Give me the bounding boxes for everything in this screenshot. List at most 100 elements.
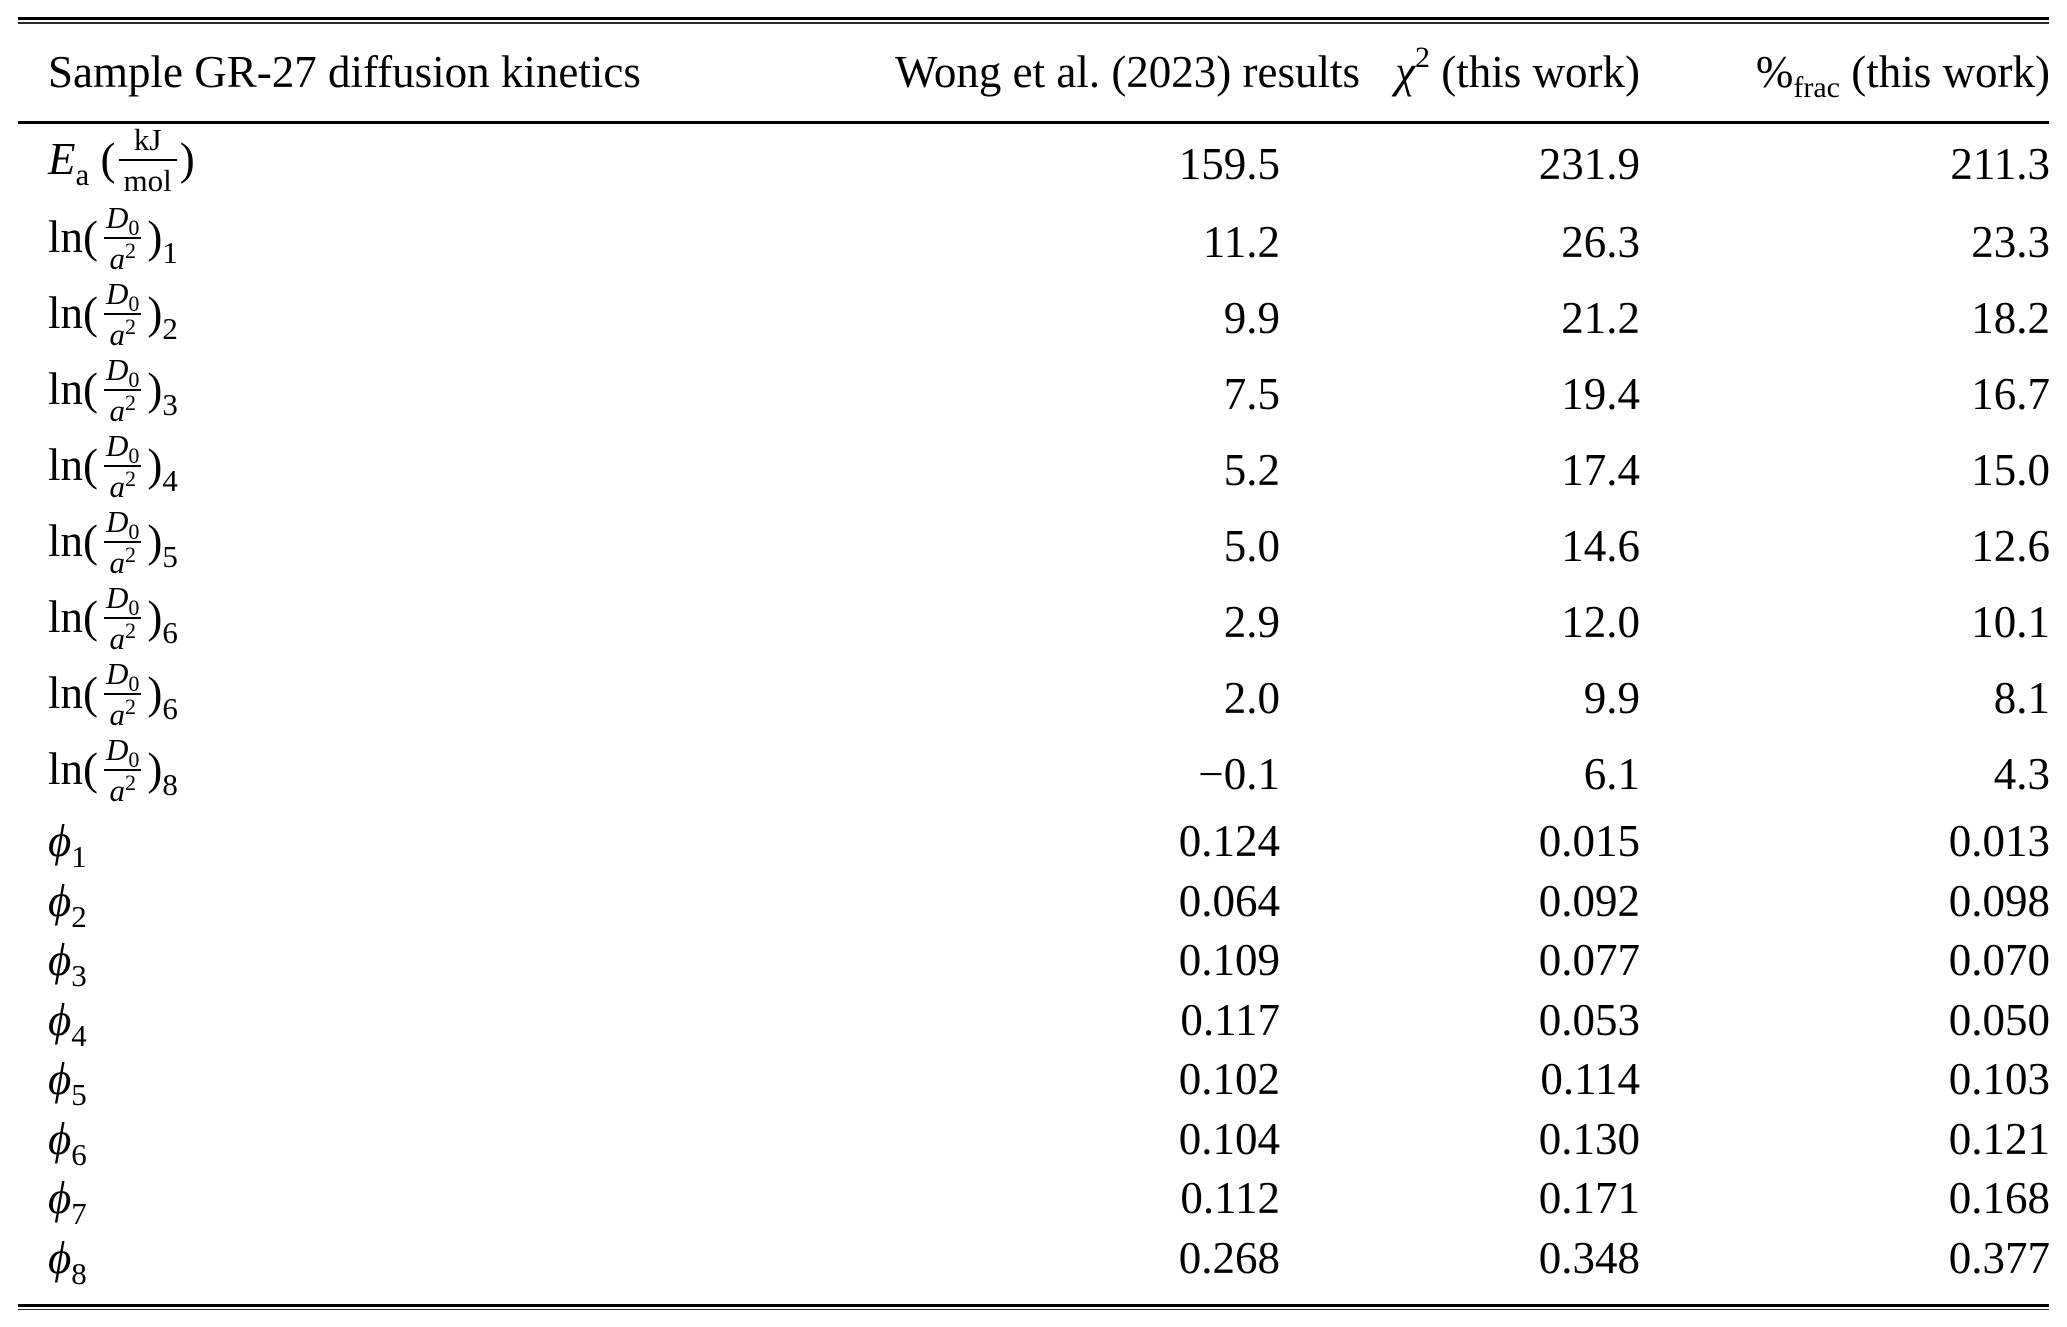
a-symbol: a: [109, 468, 125, 504]
open-paren: (: [83, 363, 99, 414]
open-paren: (: [100, 133, 116, 184]
row-label-cell: ln(D0 a2)5: [0, 506, 895, 582]
frac-subscript: frac: [1793, 71, 1841, 104]
bottom-rule-thick-line: [18, 1303, 2049, 1307]
header-separator-rule: [18, 120, 2049, 124]
value-cell: 0.070: [1948, 935, 2050, 986]
row-label-math: ln(D0 a2)6: [48, 658, 178, 730]
d0-over-a2-fraction: D0 a2: [101, 734, 144, 806]
row-label-math: ln(D0 a2)4: [48, 430, 178, 502]
phi-index-subscript: 3: [71, 958, 87, 994]
d-symbol: D: [106, 275, 129, 311]
ln-function: ln: [48, 439, 84, 490]
table-row: ln(D0 a2)8 −0.1 6.1 4.3: [0, 734, 2067, 812]
d-subscript: 0: [128, 442, 140, 468]
value-cell: 0.130: [1538, 1113, 1640, 1164]
open-paren: (: [83, 211, 99, 262]
table-row: Ea (kJ mol) 159.5 231.9 211.3: [0, 124, 2067, 204]
table-row: ϕ3 0.109 0.077 0.070: [0, 931, 2067, 991]
table-row: ln(D0 a2)2 9.9 21.2 18.2: [0, 278, 2067, 356]
phi-symbol: ϕ: [48, 1173, 72, 1224]
header-col-chi2: χ2 (this work): [1280, 43, 1640, 98]
row-label-math: ln(D0 a2)2: [48, 278, 178, 350]
row-label-math: ϕ2: [48, 876, 87, 932]
fraction-denominator: a2: [104, 692, 141, 732]
value-cell: 159.5: [1178, 138, 1280, 189]
a-superscript: 2: [124, 541, 136, 567]
close-paren: ): [147, 515, 163, 566]
row-index-subscript: 6: [162, 690, 178, 726]
row-label-cell: ϕ6: [0, 1113, 895, 1170]
phi-symbol: ϕ: [48, 1054, 72, 1105]
d-symbol: D: [106, 731, 129, 767]
value-cell: 6.1: [1583, 748, 1640, 799]
value-cell: 11.2: [1202, 216, 1280, 267]
close-paren: ): [147, 211, 163, 262]
a-symbol: a: [109, 620, 125, 656]
value-cell: 0.114: [1540, 1054, 1640, 1105]
table-row: ln(D0 a2)1 11.2 26.3 23.3: [0, 202, 2067, 280]
value-cell: 0.053: [1538, 994, 1640, 1045]
value-cell: 12.6: [1971, 520, 2050, 571]
pfrac-header-rest: (this work): [1840, 47, 2050, 97]
row-label-math: ln(D0 a2)1: [48, 202, 178, 274]
open-paren: (: [83, 667, 99, 718]
d0-over-a2-fraction: D0 a2: [101, 582, 144, 654]
close-paren: ): [147, 743, 163, 794]
phi-symbol: ϕ: [48, 816, 72, 867]
row-label-cell: ln(D0 a2)3: [0, 354, 895, 430]
table-row: ϕ2 0.064 0.092 0.098: [0, 871, 2067, 932]
phi-index-subscript: 1: [71, 839, 87, 875]
value-cell: 16.7: [1971, 368, 2050, 419]
top-rule-thin-line: [18, 22, 2049, 24]
top-rule-thick-line: [18, 17, 2049, 20]
phi-index-subscript: 2: [71, 898, 87, 934]
open-paren: (: [83, 287, 99, 338]
top-rule: [18, 0, 2049, 24]
d-symbol: D: [106, 351, 129, 387]
phi-index-subscript: 4: [71, 1017, 87, 1053]
table-row: ϕ8 0.268 0.348 0.377: [0, 1228, 2067, 1289]
row-label-cell: ln(D0 a2)1: [0, 202, 895, 278]
kj-per-mol-fraction: kJ mol: [118, 124, 177, 196]
open-paren: (: [83, 591, 99, 642]
row-label-math: ln(D0 a2)8: [48, 734, 178, 806]
row-label-math: ln(D0 a2)3: [48, 354, 178, 426]
value-cell: −0.1: [1198, 748, 1280, 799]
value-cell: 5.0: [1223, 520, 1280, 571]
fraction-denominator: a2: [104, 312, 141, 350]
row-label-math: ln(D0 a2)5: [48, 506, 178, 578]
row-index-subscript: 8: [162, 766, 178, 802]
phi-symbol: ϕ: [48, 994, 72, 1045]
row-label-cell: Ea (kJ mol): [0, 124, 895, 200]
table-row: ln(D0 a2)4 5.2 17.4 15.0: [0, 430, 2067, 508]
d-subscript: 0: [128, 518, 140, 544]
value-cell: 10.1: [1971, 596, 2050, 647]
phi-index-subscript: 6: [71, 1136, 87, 1172]
value-cell: 19.4: [1561, 368, 1640, 419]
row-label-cell: ln(D0 a2)2: [0, 278, 895, 354]
close-paren: ): [179, 133, 195, 184]
fraction-denominator: a2: [104, 540, 141, 578]
table-row: ln(D0 a2)3 7.5 19.4 16.7: [0, 354, 2067, 432]
fraction-denominator: a2: [104, 388, 141, 426]
value-cell: 0.015: [1538, 816, 1640, 867]
table-row: ϕ4 0.117 0.053 0.050: [0, 990, 2067, 1053]
open-paren: (: [83, 439, 99, 490]
table-row: ϕ1 0.124 0.015 0.013: [0, 812, 2067, 872]
row-label-cell: ln(D0 a2)4: [0, 430, 895, 506]
value-cell: 2.0: [1223, 672, 1280, 723]
row-index-subscript: 2: [162, 310, 178, 346]
fraction-numerator: D0: [101, 202, 144, 239]
a-symbol: a: [109, 696, 125, 732]
close-paren: ): [147, 287, 163, 338]
fraction-denominator: a2: [104, 464, 141, 504]
d0-over-a2-fraction: D0 a2: [101, 354, 144, 426]
value-cell: 14.6: [1561, 520, 1640, 571]
value-cell: 0.104: [1178, 1113, 1280, 1164]
ln-function: ln: [48, 743, 84, 794]
close-paren: ): [147, 667, 163, 718]
a-symbol: a: [109, 772, 125, 808]
row-label-cell: ϕ2: [0, 875, 895, 932]
